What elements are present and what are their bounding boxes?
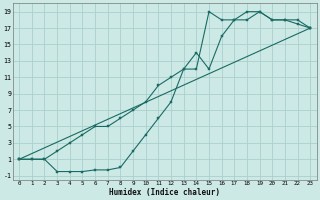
X-axis label: Humidex (Indice chaleur): Humidex (Indice chaleur) [109,188,220,197]
